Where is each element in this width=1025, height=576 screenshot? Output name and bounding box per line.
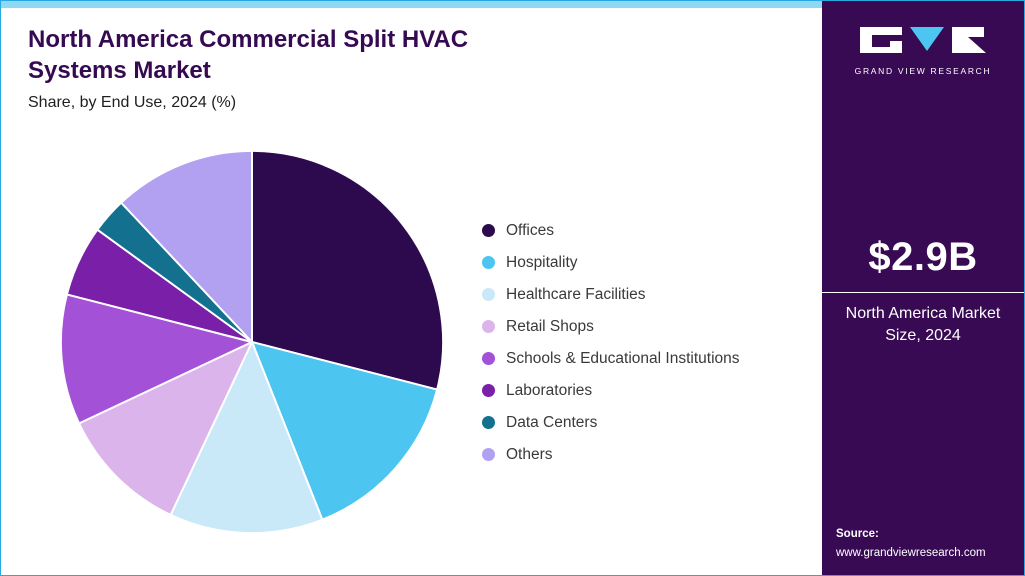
legend-item-healthcare-facilities: Healthcare Facilities bbox=[482, 285, 740, 304]
legend-item-schools-educational-institutions: Schools & Educational Institutions bbox=[482, 349, 740, 368]
source-block: Source: www.grandviewresearch.com bbox=[836, 528, 986, 561]
legend-label: Data Centers bbox=[506, 413, 598, 431]
legend-label: Laboratories bbox=[506, 381, 593, 399]
legend-swatch bbox=[482, 384, 495, 397]
legend-label: Retail Shops bbox=[506, 317, 594, 335]
pie-slice-3 bbox=[78, 341, 253, 516]
title-line-1: North America Commercial Split HVAC bbox=[28, 26, 469, 53]
source-label: Source: bbox=[836, 528, 879, 540]
legend-item-others: Others bbox=[482, 445, 740, 464]
legend-item-data-centers: Data Centers bbox=[482, 413, 740, 432]
chart-legend: Offices Hospitality Healthcare Facilitie… bbox=[482, 221, 740, 477]
legend-item-hospitality: Hospitality bbox=[482, 253, 740, 272]
chart-header: North America Commercial Split HVAC Syst… bbox=[28, 25, 628, 112]
legend-item-laboratories: Laboratories bbox=[482, 381, 740, 400]
market-size-label: North America Market Size, 2024 bbox=[845, 305, 1001, 344]
legend-item-offices: Offices bbox=[482, 221, 740, 240]
legend-swatch bbox=[482, 288, 495, 301]
sidebar-divider bbox=[822, 292, 1024, 293]
brand-name: GRAND VIEW RESEARCH bbox=[854, 66, 992, 76]
top-accent-bar bbox=[1, 1, 824, 8]
legend-swatch bbox=[482, 320, 495, 333]
legend-label: Offices bbox=[506, 221, 554, 239]
pie-chart-svg bbox=[59, 149, 445, 535]
pie-slice-0 bbox=[251, 149, 445, 391]
chart-subtitle: Share, by End Use, 2024 (%) bbox=[28, 94, 237, 112]
pie-slice-4 bbox=[59, 293, 253, 425]
legend-item-retail-shops: Retail Shops bbox=[482, 317, 740, 336]
market-size-block: $2.9B North America Market Size, 2024 bbox=[822, 235, 1024, 346]
legend-label: Healthcare Facilities bbox=[506, 285, 646, 303]
brand-logo-block: GRAND VIEW RESEARCH bbox=[843, 25, 1003, 76]
legend-swatch bbox=[482, 352, 495, 365]
legend-swatch bbox=[482, 448, 495, 461]
source-url-link[interactable]: www.grandviewresearch.com bbox=[836, 547, 986, 559]
legend-swatch bbox=[482, 256, 495, 269]
pie-slice-2 bbox=[169, 341, 324, 535]
legend-label: Hospitality bbox=[506, 253, 578, 271]
pie-chart bbox=[57, 147, 447, 537]
brand-sidebar: GRAND VIEW RESEARCH $2.9B North America … bbox=[822, 1, 1024, 575]
market-size-value: $2.9B bbox=[868, 235, 978, 279]
legend-label: Others bbox=[506, 445, 553, 463]
pie-slice-7 bbox=[120, 149, 253, 343]
legend-swatch bbox=[482, 224, 495, 237]
page-title: North America Commercial Split HVAC Syst… bbox=[28, 25, 628, 86]
title-line-2: Systems Market bbox=[28, 56, 211, 84]
pie-slice-1 bbox=[251, 341, 439, 521]
legend-swatch bbox=[482, 416, 495, 429]
gvr-logo-icon bbox=[860, 27, 986, 53]
chart-area: North America Commercial Split HVAC Syst… bbox=[1, 1, 824, 575]
legend-label: Schools & Educational Institutions bbox=[506, 349, 740, 367]
